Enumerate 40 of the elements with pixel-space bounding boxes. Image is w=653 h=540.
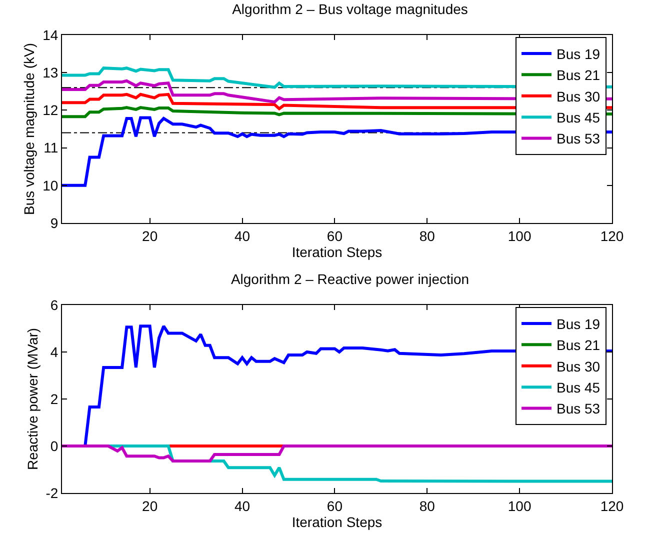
x-axis-title: Iteration Steps [292, 244, 382, 260]
y-tick-label: 13 [42, 64, 58, 80]
x-tick-label: 60 [326, 498, 343, 514]
legend-label: Bus 53 [556, 130, 600, 147]
legend-label: Bus 19 [556, 316, 600, 332]
x-tick-label: 100 [508, 228, 532, 244]
y-tick-label: 14 [42, 26, 58, 43]
y-tick-label: 12 [42, 102, 58, 118]
x-tick-label: 20 [142, 498, 158, 514]
y-tick-label: 6 [50, 296, 58, 313]
y-tick-label: 10 [42, 177, 58, 194]
legend-label: Bus 30 [556, 358, 600, 374]
x-tick-label: 120 [600, 498, 624, 514]
x-tick-label: 80 [419, 228, 436, 244]
x-tick-label: 80 [419, 498, 436, 514]
legend-label: Bus 19 [556, 46, 600, 62]
x-tick-label: 40 [234, 498, 250, 514]
x-tick-label: 120 [600, 228, 624, 244]
y-axis-title: Bus voltage magnitude (kV) [21, 43, 38, 215]
legend-label: Bus 30 [556, 88, 600, 104]
line-series [62, 444, 612, 463]
x-axis-title: Iteration Steps [292, 514, 382, 530]
x-tick-label: 60 [326, 228, 343, 244]
y-tick-label: -2 [46, 484, 58, 501]
x-tick-label: 20 [142, 228, 158, 244]
legend-label: Bus 21 [556, 337, 600, 354]
x-tick-label: 100 [508, 498, 532, 514]
chart-title: Algorithm 2 – Bus voltage magnitudes [232, 0, 468, 17]
legend-label: Bus 53 [556, 400, 600, 417]
y-axis-title: Reactive power (MVar) [24, 328, 40, 470]
legend-label: Bus 45 [556, 380, 600, 396]
x-tick-label: 40 [234, 228, 250, 244]
y-tick-label: 9 [50, 214, 58, 231]
y-tick-label: 11 [44, 140, 58, 156]
legend-label: Bus 45 [556, 110, 600, 126]
chart-title: Algorithm 2 – Reactive power injection [230, 270, 470, 287]
y-tick-label: 4 [50, 344, 58, 360]
y-tick-label: 0 [50, 438, 58, 454]
y-tick-label: 2 [50, 390, 58, 407]
legend-label: Bus 21 [556, 67, 600, 84]
